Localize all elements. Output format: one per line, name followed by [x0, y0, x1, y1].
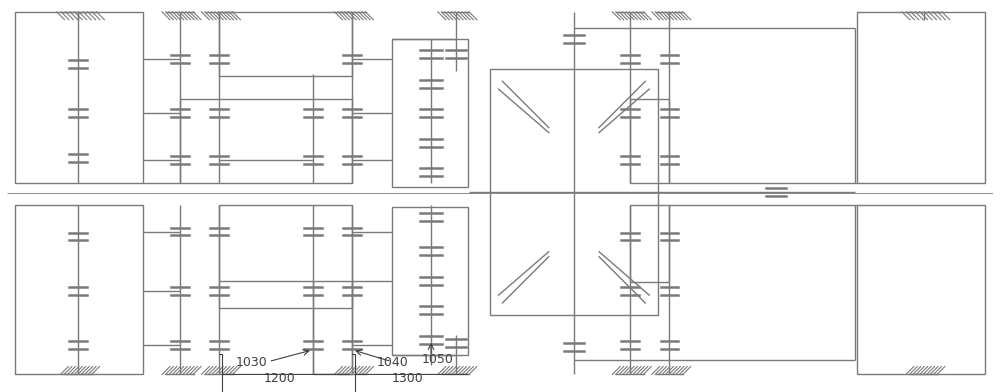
Bar — [392, 207, 468, 355]
Bar — [630, 98, 669, 183]
Text: 1030: 1030 — [236, 356, 268, 368]
Text: 1050: 1050 — [421, 352, 453, 366]
Text: 1300: 1300 — [392, 372, 423, 385]
Bar — [630, 205, 669, 282]
Bar — [857, 12, 985, 183]
Bar — [180, 98, 352, 183]
Text: 1040: 1040 — [377, 356, 409, 368]
Bar — [490, 69, 658, 315]
Bar — [313, 281, 352, 374]
Text: 1200: 1200 — [264, 372, 295, 385]
Bar — [15, 12, 143, 183]
Bar — [219, 12, 352, 76]
Bar — [392, 40, 468, 187]
Bar — [15, 205, 143, 374]
Bar — [219, 205, 352, 309]
Bar — [857, 205, 985, 374]
